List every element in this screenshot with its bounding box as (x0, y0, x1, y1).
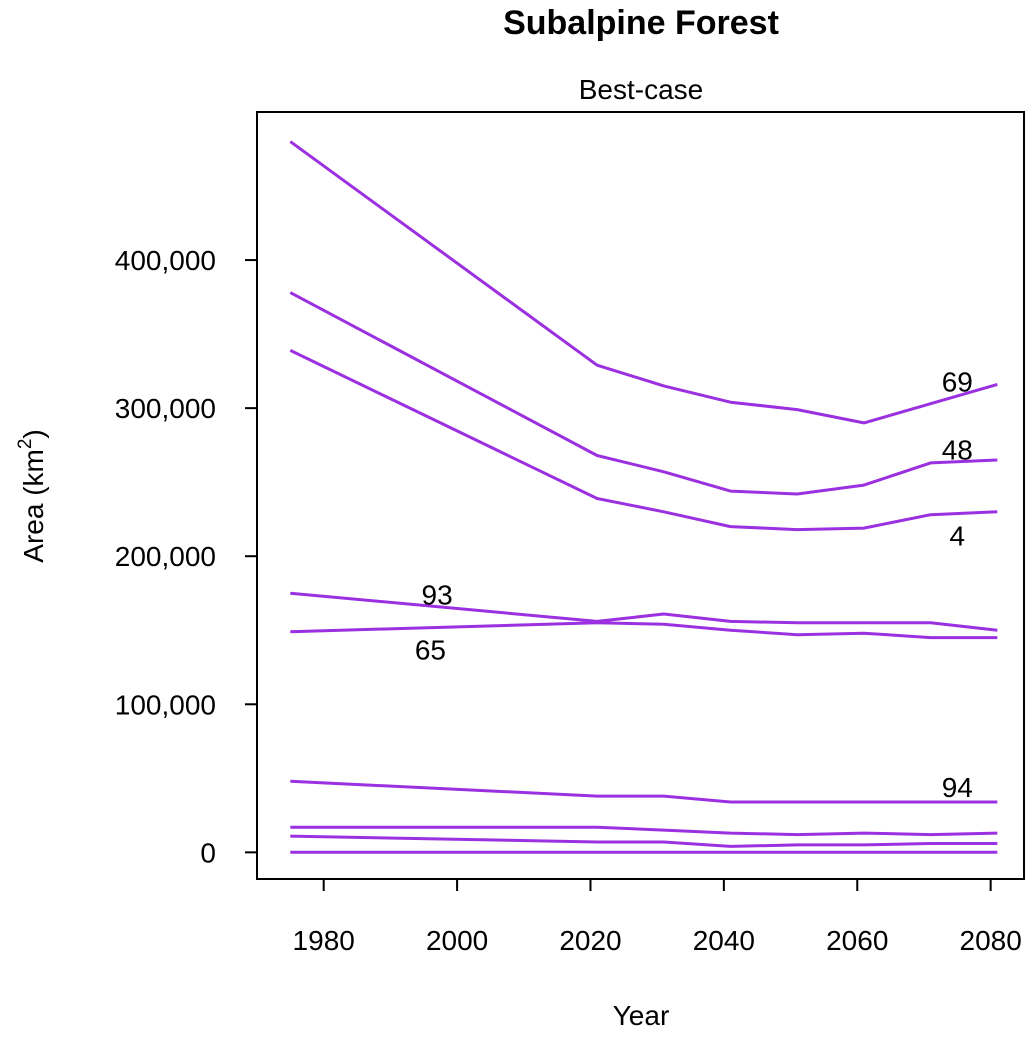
series-line-4 (290, 591, 998, 632)
y-tick-label-0: 0 (200, 837, 216, 868)
series-layer (289, 140, 998, 854)
y-axis-label: Area (km2) (15, 429, 49, 562)
series-label-65: 65 (415, 635, 446, 666)
annotation-layer: 69 48 4 93 65 94 (415, 367, 973, 804)
series-line-3 (289, 349, 998, 532)
chart-title: Subalpine Forest (503, 4, 779, 42)
y-tick-label-300000: 300,000 (115, 393, 216, 424)
series-line-1 (289, 140, 998, 425)
x-axis: 1980 2000 2020 2040 2060 2080 (293, 878, 1022, 956)
y-axis: 0 100,000 200,000 300,000 400,000 (115, 245, 258, 868)
series-label-69: 69 (942, 367, 973, 398)
x-tick-label-2000: 2000 (426, 925, 488, 956)
series-label-94: 94 (942, 772, 973, 803)
y-axis-label-main: Area (km (18, 449, 49, 563)
series-label-93: 93 (422, 580, 453, 611)
plot-frame (256, 111, 1025, 880)
series-line-6 (290, 779, 998, 804)
x-tick-label-2040: 2040 (693, 925, 755, 956)
series-label-4: 4 (950, 521, 966, 552)
series-line-2 (289, 291, 998, 496)
x-tick-label-2060: 2060 (826, 925, 888, 956)
x-axis-label: Year (613, 1000, 670, 1031)
x-tick-label-2080: 2080 (960, 925, 1022, 956)
x-tick-label-2020: 2020 (559, 925, 621, 956)
series-line-5 (290, 621, 998, 640)
y-tick-label-200000: 200,000 (115, 541, 216, 572)
y-tick-label-400000: 400,000 (115, 245, 216, 276)
y-tick-label-100000: 100,000 (115, 689, 216, 720)
series-line-8 (290, 834, 998, 848)
chart-subtitle: Best-case (579, 74, 704, 105)
y-axis-label-superscript: 2 (15, 439, 36, 450)
x-tick-label-1980: 1980 (293, 925, 355, 956)
series-label-48: 48 (942, 435, 973, 466)
series-line-7 (290, 825, 998, 837)
y-axis-label-close: ) (18, 429, 49, 438)
